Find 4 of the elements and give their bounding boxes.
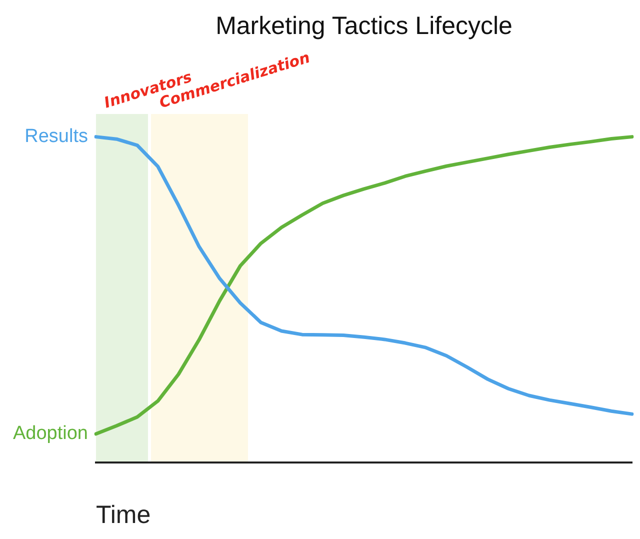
series-label: Results [24, 126, 88, 148]
chart-title: Marketing Tactics Lifecycle [216, 12, 512, 40]
series-label: Adoption [12, 423, 88, 444]
x-axis-title: Time [96, 500, 151, 529]
